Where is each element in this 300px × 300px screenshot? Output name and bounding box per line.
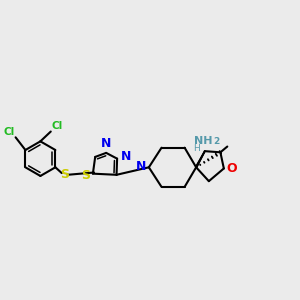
- Text: H: H: [193, 144, 200, 153]
- Text: N: N: [100, 137, 111, 150]
- Text: 2: 2: [213, 137, 219, 146]
- Text: Cl: Cl: [4, 127, 15, 137]
- Text: Cl: Cl: [51, 121, 63, 131]
- Polygon shape: [196, 151, 205, 169]
- Text: S: S: [81, 169, 90, 182]
- Text: O: O: [227, 162, 237, 175]
- Text: NH: NH: [194, 136, 213, 146]
- Text: S: S: [60, 168, 69, 181]
- Text: N: N: [136, 160, 146, 173]
- Text: N: N: [121, 150, 131, 164]
